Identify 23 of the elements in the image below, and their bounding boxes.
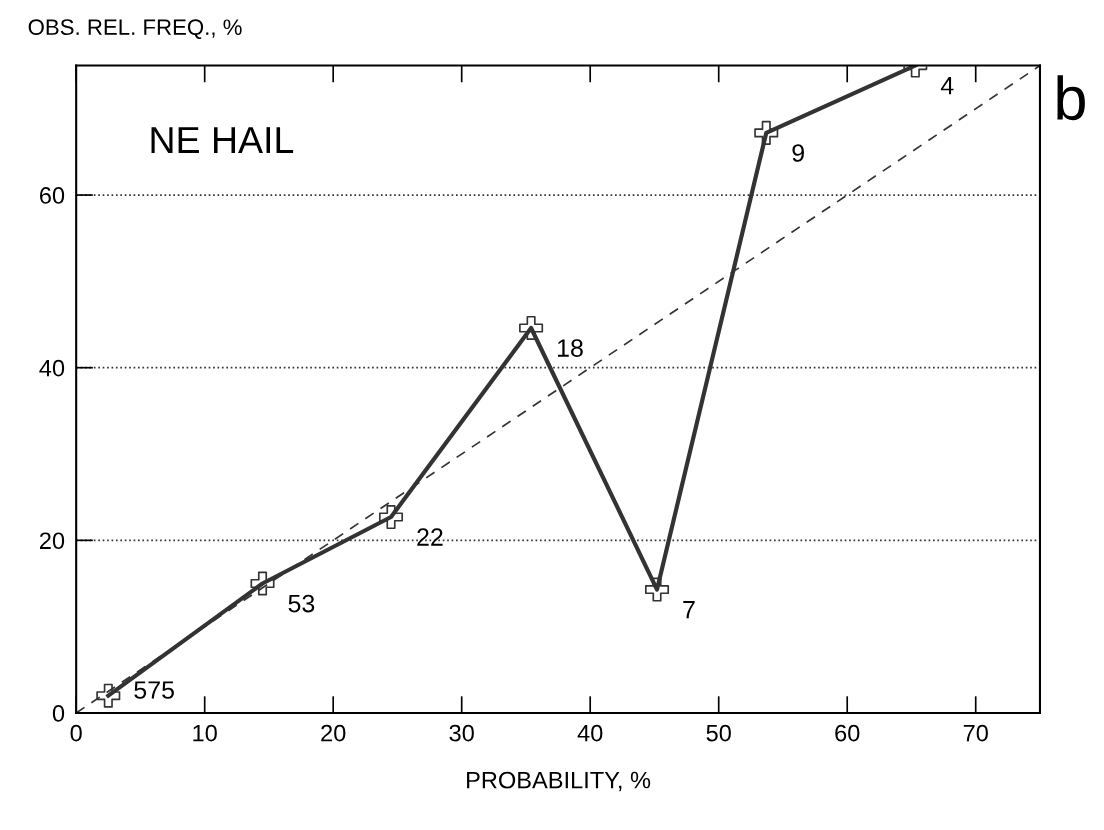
annotation: 53 [288,594,315,613]
x-tick-label: 50 [706,724,731,742]
annotation: 7 [683,601,695,619]
y-axis-title: OBS. REL. FREQ., % [28,19,242,39]
annotation: 575 [134,681,174,699]
x-tick-label: 60 [835,724,860,742]
annotation: 18 [557,339,583,357]
annotation: 9 [792,144,804,162]
text: b [1057,75,1085,121]
y-tick-label: 0 [52,705,65,722]
x-tick-label: 40 [577,724,603,742]
y-tick-label: 20 [39,532,65,550]
y-tick-label: 40 [39,359,65,377]
x-tick-label: 70 [963,724,988,742]
x-tick-label: 0 [70,724,82,742]
y-tick-label: 60 [40,187,65,204]
x-tick-label: 10 [193,724,217,742]
text: NE HAIL [151,127,294,153]
x-axis-title: PROBABILITY, % [467,771,651,792]
x-tick-label: 20 [321,724,346,742]
annotation: 4 [940,77,954,95]
annotation: 22 [417,528,443,546]
x-tick-label: 30 [449,724,474,742]
